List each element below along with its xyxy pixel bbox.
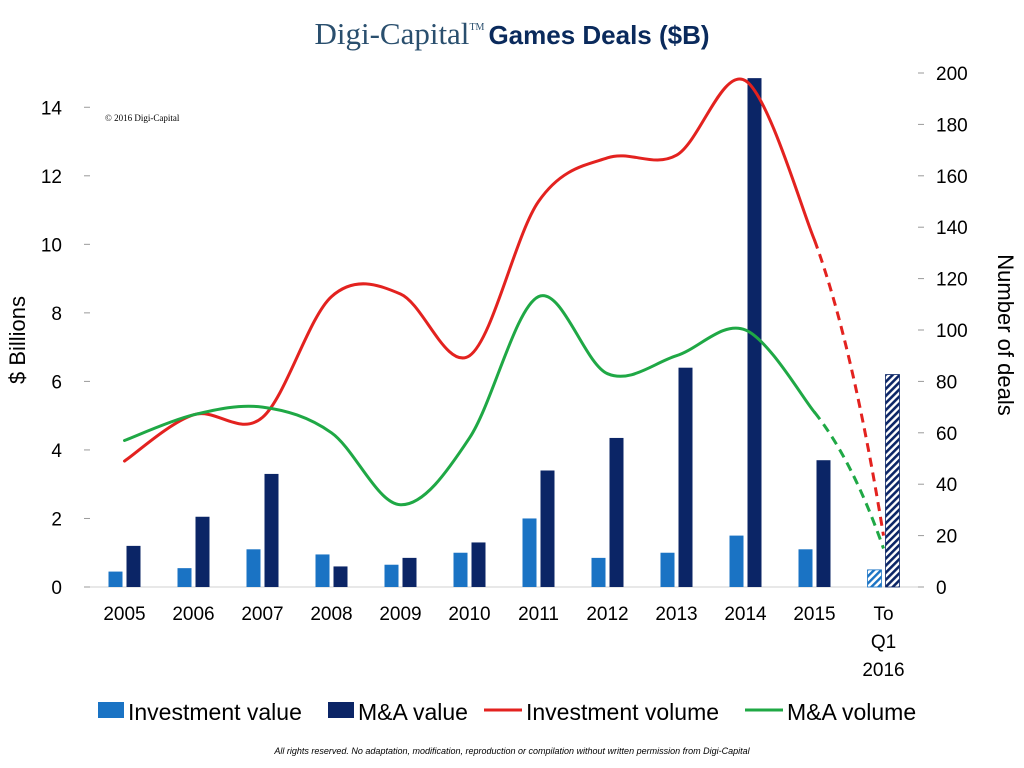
x-tick-label: 2015 (793, 604, 835, 625)
bar-ma-value (816, 460, 831, 587)
y-tick-label: 2 (51, 509, 62, 530)
brand-trademark: TM (469, 22, 484, 33)
line-investment-volume-projection (813, 239, 885, 536)
bar-investment-value (108, 571, 123, 587)
x-tick-label: 2013 (655, 604, 697, 625)
y-tick-label: 10 (41, 235, 62, 256)
y-axis-label: $ Billions (5, 296, 30, 384)
bar-investment-value (384, 564, 399, 587)
x-tick-label: 2012 (586, 604, 628, 625)
legend-label-m-a-volume: M&A volume (787, 699, 916, 725)
bar-investment-value (315, 554, 330, 587)
y2-tick-label: 180 (936, 115, 968, 136)
y-tick-label: 0 (51, 578, 62, 599)
x-tick-label: 2007 (241, 604, 283, 625)
y2-axis-label: Number of deals (993, 254, 1018, 415)
y-tick-label: 12 (41, 167, 62, 188)
bar-ma-value (402, 557, 417, 587)
bar-investment-value (660, 552, 675, 587)
legend-label-investment-value: Investment value (128, 699, 302, 725)
plot-area: 0246810121402040608010012014016018020020… (41, 64, 968, 681)
bar-investment-value (798, 549, 813, 587)
y2-tick-label: 60 (936, 424, 957, 445)
bar-ma-value (195, 516, 210, 587)
bar-ma-value (471, 542, 486, 587)
bar-investment-value (177, 568, 192, 587)
bar-investment-value (246, 549, 261, 587)
legend-label-investment-volume: Investment volume (526, 699, 719, 725)
bar-investment-value (867, 569, 882, 588)
bar-investment-value (591, 557, 606, 587)
x-tick-label: 2016 (862, 660, 904, 681)
legend-swatch-investment-value (98, 702, 124, 718)
line-ma-volume (123, 294, 816, 507)
y2-tick-label: 40 (936, 475, 957, 496)
x-tick-label: 2009 (379, 604, 421, 625)
bar-ma-value (747, 78, 762, 587)
x-tick-label: 2011 (518, 604, 559, 625)
bar-investment-value (453, 552, 468, 587)
chart-title: Digi-CapitalTM Games Deals ($B) (314, 16, 709, 51)
bar-ma-value (126, 545, 141, 587)
bar-ma-value (678, 367, 693, 587)
y2-tick-label: 80 (936, 372, 957, 393)
bar-ma-value (885, 374, 900, 588)
x-tick-label: 2014 (724, 604, 767, 625)
y2-tick-label: 20 (936, 527, 957, 548)
y-tick-label: 14 (41, 98, 63, 119)
legend: Investment value M&A value Investment volu… (98, 699, 916, 725)
y2-tick-label: 100 (936, 321, 968, 342)
brand-name: Digi-Capital (314, 16, 469, 51)
bar-ma-value (264, 473, 279, 587)
y2-tick-label: 120 (936, 270, 968, 291)
bar-ma-value (333, 566, 348, 587)
y2-tick-label: 140 (936, 218, 968, 239)
footer-disclaimer: All rights reserved. No adaptation, modi… (273, 746, 750, 756)
bar-ma-value (609, 437, 624, 587)
y2-tick-label: 200 (936, 64, 968, 85)
x-tick-label: 2010 (448, 604, 490, 625)
x-tick-label: 2008 (310, 604, 352, 625)
legend-label-m-a-value: M&A value (358, 699, 468, 725)
bar-ma-value (540, 470, 555, 587)
line-ma-volume-projection (813, 411, 885, 549)
copyright-note: © 2016 Digi-Capital (105, 113, 180, 123)
legend-swatch-m-a-value (328, 702, 354, 718)
x-tick-label: Q1 (871, 632, 896, 653)
bar-investment-value (522, 518, 537, 587)
y-tick-label: 6 (51, 372, 62, 393)
title-text: Games Deals ($B) (488, 20, 709, 50)
x-tick-label: To (873, 604, 893, 625)
x-tick-label: 2006 (172, 604, 214, 625)
y-tick-label: 8 (51, 304, 62, 325)
y-tick-label: 4 (51, 441, 62, 462)
y2-tick-label: 160 (936, 167, 968, 188)
y2-tick-label: 0 (936, 578, 947, 599)
line-investment-volume (123, 77, 816, 463)
bar-investment-value (729, 535, 744, 587)
x-tick-label: 2005 (103, 604, 145, 625)
